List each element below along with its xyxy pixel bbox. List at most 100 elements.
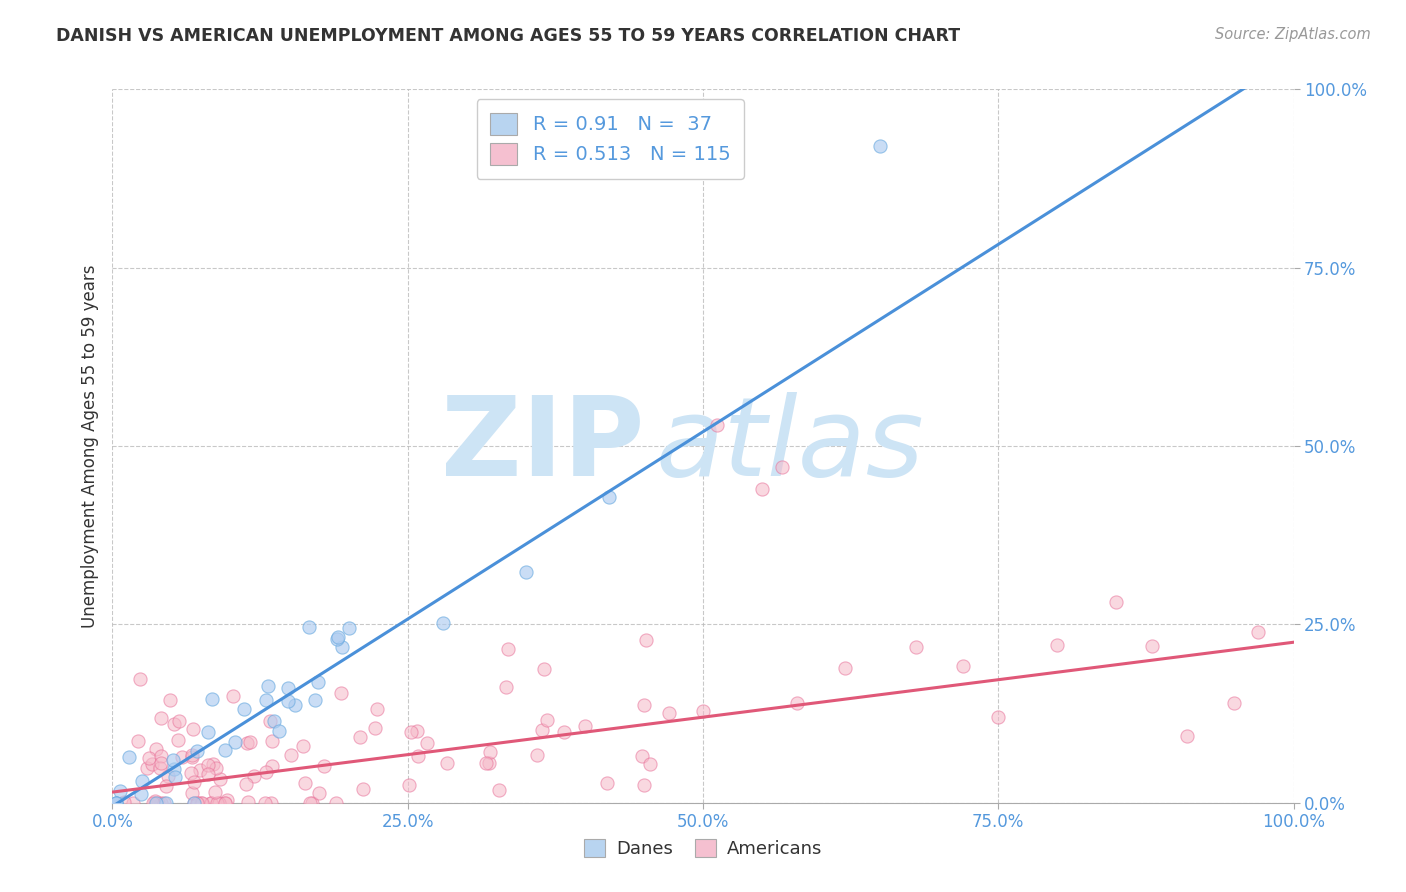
Point: [202, 756, 225, 771]
Point: [200, 796, 222, 810]
Point: [406, 748, 429, 763]
Point: [269, 723, 291, 738]
Point: [869, 139, 891, 153]
Point: [692, 704, 714, 718]
Point: [633, 698, 655, 713]
Point: [143, 794, 166, 808]
Point: [475, 756, 498, 770]
Point: [197, 757, 219, 772]
Point: [214, 796, 236, 810]
Point: [307, 674, 329, 689]
Point: [149, 761, 172, 775]
Point: [239, 735, 262, 749]
Point: [330, 686, 353, 700]
Point: [136, 761, 159, 775]
Text: DANISH VS AMERICAN UNEMPLOYMENT AMONG AGES 55 TO 59 YEARS CORRELATION CHART: DANISH VS AMERICAN UNEMPLOYMENT AMONG AG…: [56, 27, 960, 45]
Point: [533, 662, 555, 676]
Point: [145, 796, 167, 810]
Point: [526, 747, 548, 762]
Point: [204, 761, 226, 775]
Point: [180, 766, 202, 780]
Point: [163, 762, 186, 776]
Point: [496, 641, 519, 656]
Point: [197, 724, 219, 739]
Point: [233, 702, 256, 716]
Point: [366, 701, 388, 715]
Point: [1105, 595, 1128, 609]
Point: [150, 749, 173, 764]
Point: [432, 616, 454, 631]
Point: [298, 620, 321, 634]
Point: [128, 673, 150, 687]
Point: [304, 693, 326, 707]
Point: [326, 632, 349, 647]
Point: [328, 630, 350, 644]
Point: [1223, 696, 1246, 710]
Text: Source: ZipAtlas.com: Source: ZipAtlas.com: [1215, 27, 1371, 42]
Point: [145, 796, 167, 810]
Point: [183, 796, 205, 810]
Point: [149, 711, 172, 725]
Point: [254, 765, 277, 780]
Point: [208, 796, 231, 810]
Point: [149, 756, 172, 770]
Point: [352, 782, 374, 797]
Point: [770, 460, 793, 475]
Point: [146, 796, 169, 810]
Point: [312, 758, 335, 772]
Point: [167, 714, 190, 729]
Point: [141, 756, 163, 771]
Point: [190, 796, 212, 810]
Point: [349, 730, 371, 744]
Point: [129, 787, 152, 801]
Point: [751, 482, 773, 496]
Point: [596, 776, 619, 790]
Point: [181, 723, 204, 737]
Point: [197, 767, 219, 781]
Point: [337, 621, 360, 635]
Point: [127, 733, 149, 747]
Point: [262, 734, 284, 748]
Point: [165, 770, 187, 784]
Point: [260, 796, 283, 810]
Point: [436, 756, 458, 770]
Point: [292, 739, 315, 753]
Point: [235, 777, 257, 791]
Point: [301, 796, 323, 810]
Legend: Danes, Americans: Danes, Americans: [576, 831, 830, 865]
Point: [636, 633, 658, 648]
Point: [515, 565, 537, 579]
Point: [952, 659, 974, 673]
Point: [112, 795, 135, 809]
Point: [181, 750, 204, 764]
Point: [277, 694, 299, 708]
Point: [191, 796, 214, 810]
Point: [263, 714, 285, 729]
Point: [406, 723, 429, 738]
Point: [488, 782, 510, 797]
Point: [284, 698, 307, 713]
Point: [325, 796, 347, 810]
Point: [243, 769, 266, 783]
Point: [1175, 729, 1198, 743]
Point: [170, 750, 193, 764]
Point: [706, 417, 728, 432]
Text: ZIP: ZIP: [440, 392, 644, 500]
Point: [987, 709, 1010, 723]
Point: [201, 692, 224, 706]
Point: [598, 491, 620, 505]
Point: [640, 756, 662, 771]
Point: [631, 749, 654, 764]
Point: [256, 679, 278, 693]
Point: [186, 744, 208, 758]
Point: [904, 640, 927, 654]
Point: [834, 661, 856, 675]
Point: [260, 759, 283, 773]
Point: [401, 724, 423, 739]
Point: [117, 750, 139, 764]
Point: [330, 640, 353, 654]
Point: [167, 733, 190, 747]
Point: [633, 778, 655, 792]
Point: [553, 725, 575, 739]
Point: [530, 723, 553, 737]
